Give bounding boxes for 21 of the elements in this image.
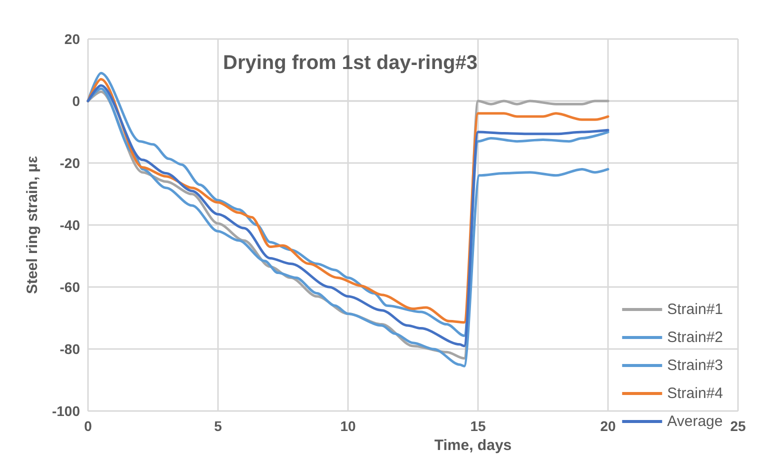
y-tick-label: -40 xyxy=(60,217,80,234)
y-tick-label: -80 xyxy=(60,341,80,358)
text: Drying from 1st day-ring#3 xyxy=(223,52,478,74)
y-tick-label: 0 xyxy=(72,93,80,110)
x-tick-label: 20 xyxy=(600,418,616,434)
legend-label: Strain#1 xyxy=(667,301,724,318)
y-tick-label: -20 xyxy=(60,155,80,172)
legend-label: Average xyxy=(667,413,723,430)
legend-label: Strain#4 xyxy=(667,385,724,402)
x-tick-label: 25 xyxy=(730,418,746,434)
legend-label: Strain#3 xyxy=(667,357,724,374)
x-tick-label: 5 xyxy=(214,418,222,434)
y-axis-title: Steel ring strain, με xyxy=(24,156,41,294)
x-tick-label: 10 xyxy=(340,418,356,434)
x-tick-label: 15 xyxy=(470,418,486,434)
x-axis-title: Time, days xyxy=(434,437,512,454)
y-tick-label: 20 xyxy=(64,31,80,47)
legend-label: Strain#2 xyxy=(667,329,724,346)
x-tick-label: 0 xyxy=(84,418,92,434)
y-tick-label: -60 xyxy=(60,279,80,296)
y-tick-label: -100 xyxy=(52,403,80,420)
